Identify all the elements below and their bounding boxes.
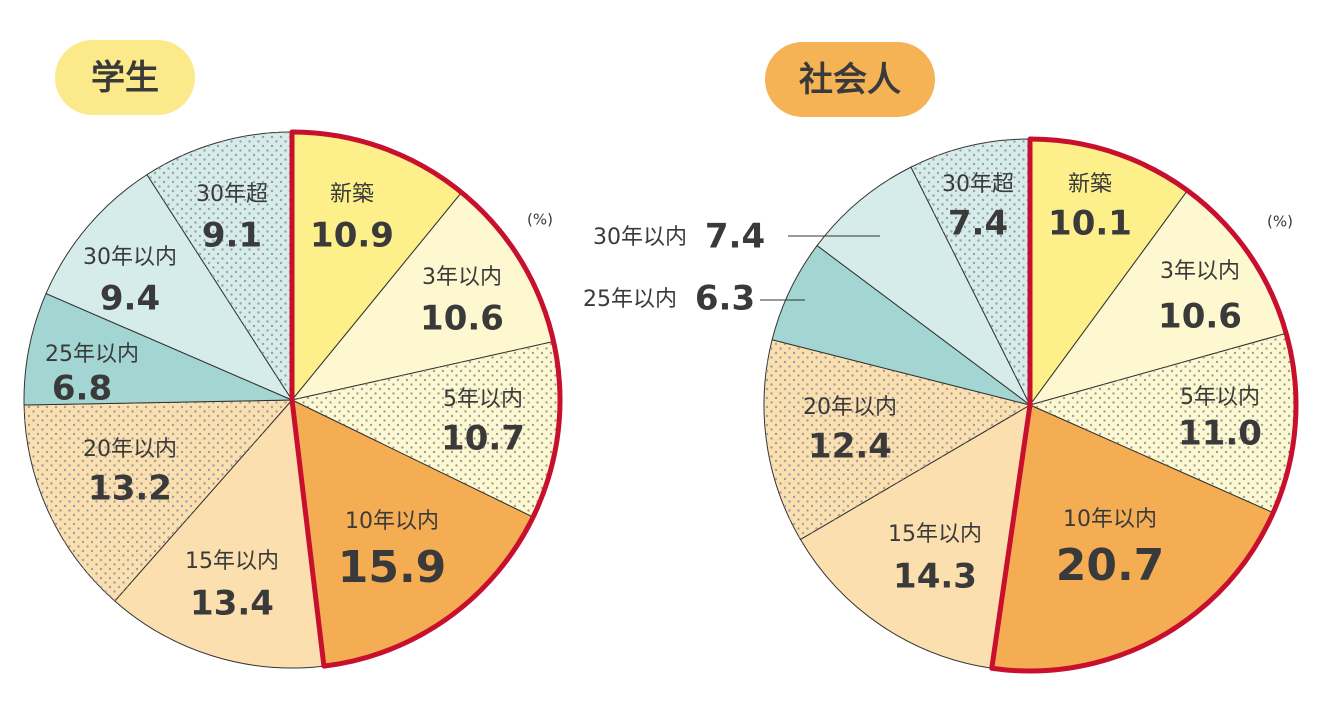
slice-name: 20年以内 — [83, 437, 177, 462]
slice-value: 6.3 — [695, 279, 755, 319]
unit-label: (%) — [1267, 213, 1293, 231]
pie-slice — [114, 398, 325, 669]
slice-name: 5年以内 — [1180, 385, 1260, 410]
slice-name: 30年以内 — [593, 225, 687, 250]
slice-dots — [292, 341, 560, 518]
pie-slice — [23, 292, 293, 406]
slice-value: 12.4 — [808, 427, 892, 467]
chart-title: 社会人 — [799, 60, 901, 100]
highlight-outline — [289, 129, 563, 669]
slice-value: 13.4 — [190, 584, 274, 624]
slice-dots — [146, 132, 292, 400]
slice-name: 25年以内 — [583, 287, 677, 312]
slice-dots — [1030, 333, 1296, 513]
slice-name: 10年以内 — [345, 509, 439, 534]
slice-name: 3年以内 — [422, 265, 502, 290]
slice-name: 新築 — [1068, 172, 1112, 197]
slice-name: 15年以内 — [888, 522, 982, 547]
unit-label: (%) — [527, 211, 553, 229]
slice-name: 30年以内 — [83, 245, 177, 270]
slice-name: 3年以内 — [1160, 259, 1240, 284]
pie-slice — [45, 173, 294, 402]
slice-value: 10.6 — [420, 299, 504, 339]
slice-dots — [764, 339, 1030, 540]
slice-name: 30年超 — [196, 182, 268, 207]
slice-value: 7.4 — [948, 204, 1008, 244]
slice-name: 新築 — [330, 182, 374, 207]
slice-name: 20年以内 — [803, 395, 897, 420]
pie-slice — [799, 404, 1031, 669]
slice-name: 5年以内 — [443, 387, 523, 412]
pie-slice — [816, 166, 1031, 406]
slice-value: 7.4 — [705, 217, 765, 257]
slice-name: 25年以内 — [45, 342, 139, 367]
slice-value: 10.9 — [310, 216, 394, 256]
title-pill — [765, 42, 935, 117]
slice-name: 10年以内 — [1063, 507, 1157, 532]
slice-value: 10.1 — [1048, 204, 1132, 244]
slice-value: 9.4 — [100, 279, 160, 319]
slice-value: 13.2 — [88, 469, 172, 509]
highlight-outline — [989, 136, 1299, 674]
slice-name: 15年以内 — [185, 549, 279, 574]
slice-value: 20.7 — [1056, 540, 1165, 591]
title-pill — [55, 40, 195, 115]
slice-value: 10.7 — [441, 419, 525, 459]
slice-dots — [910, 139, 1030, 405]
slice-value: 9.1 — [202, 216, 262, 256]
slice-value: 10.6 — [1158, 297, 1242, 337]
slice-value: 6.8 — [52, 369, 112, 409]
slice-value: 15.9 — [338, 542, 447, 593]
slice-name: 30年超 — [942, 172, 1014, 197]
slice-dots — [24, 400, 293, 602]
slice-value: 14.3 — [893, 557, 977, 597]
slice-value: 11.0 — [1178, 414, 1262, 454]
chart-title: 学生 — [91, 58, 159, 98]
